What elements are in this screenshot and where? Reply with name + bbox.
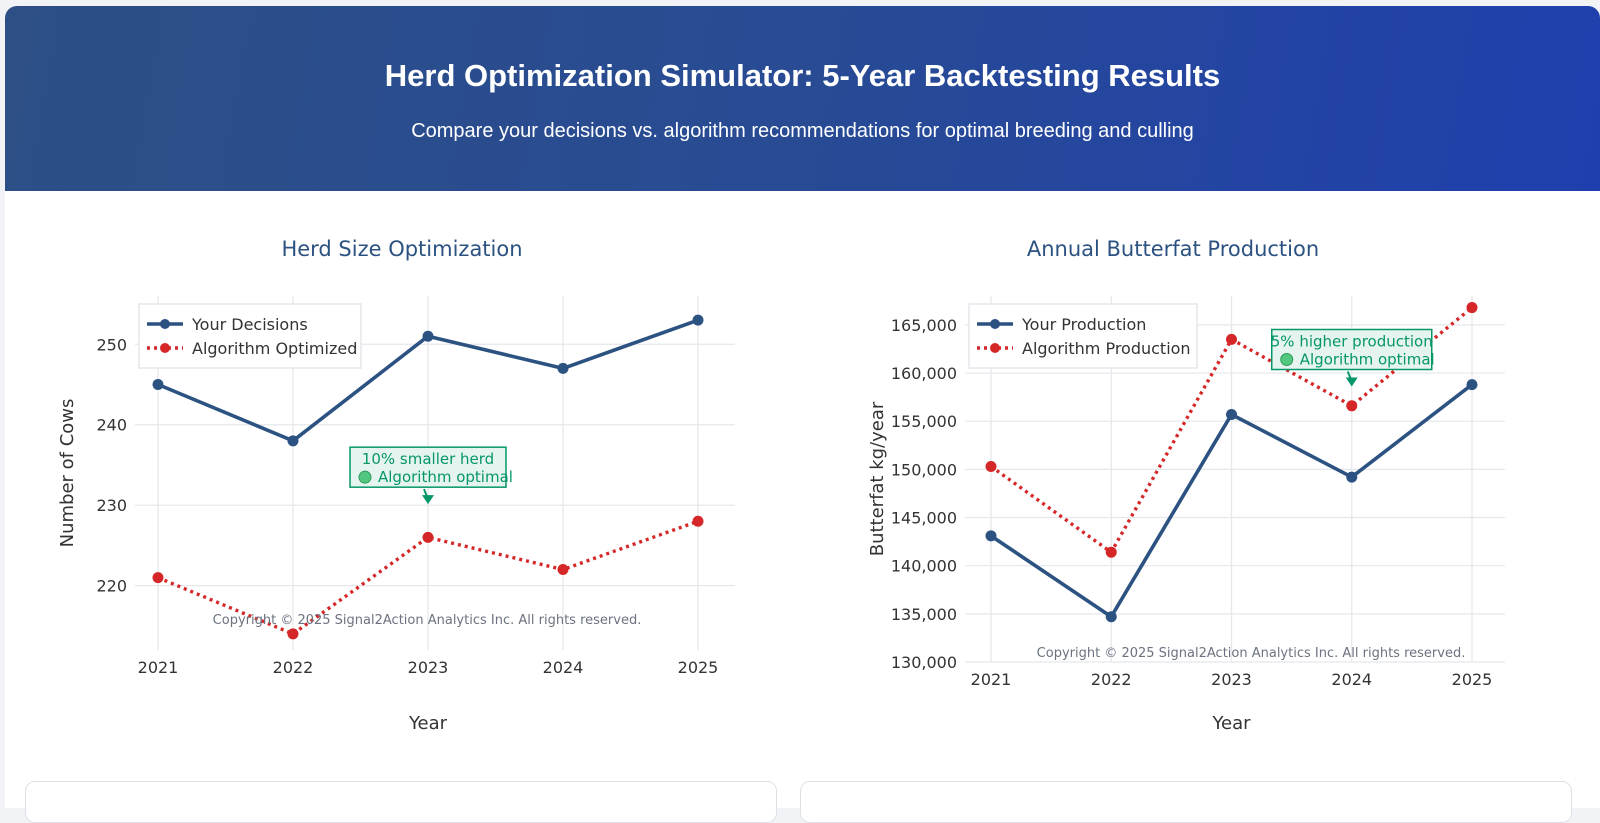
x-axis-title: Year [1211,713,1251,734]
x-tick-label: 2021 [138,658,179,677]
data-point-algorithm [287,628,299,640]
legend-box [138,303,362,369]
y-tick-label: 160,000 [891,364,957,383]
legend-label: Your Production [1021,315,1146,334]
annotation-box [349,446,507,488]
legend: Your Production Algorithm Production [968,303,1198,369]
y-tick-label: 240 [96,416,127,435]
data-point-algorithm [557,564,569,576]
data-point-user [557,362,569,374]
y-tick-label: 140,000 [891,557,957,576]
y-tick-label: 230 [96,496,127,515]
data-point-algorithm [692,515,704,527]
y-tick-label: 130,000 [891,653,957,672]
y-tick-label: 165,000 [891,316,957,335]
legend-swatch-marker [160,319,170,329]
x-tick-label: 2023 [408,658,449,677]
chart-title: Annual Butterfat Production [1027,237,1319,261]
green-circle-icon [1280,353,1294,366]
annotation-arrow-head [422,495,434,505]
data-point-user [692,314,704,326]
y-tick-label: 150,000 [891,460,957,479]
x-tick-label: 2022 [273,658,314,677]
annotation-text: 5% higher production [1271,333,1433,351]
data-point-user [1466,379,1478,391]
data-point-user [1105,611,1117,623]
herd-size-chart: Herd Size Optimization 220 230 240 250 2021 20… [57,237,735,734]
data-point-algorithm [1466,302,1478,314]
legend-label: Your Decisions [191,315,308,334]
copyright-text: Copyright © 2025 Signal2Action Analytics… [1037,646,1466,661]
legend-label: Algorithm Production [1022,339,1191,358]
legend-swatch-marker [990,319,1000,329]
legend-swatch-marker [160,343,170,353]
copyright-text: Copyright © 2025 Signal2Action Analytics… [213,613,642,628]
y-axis-title: Butterfat kg/year [867,401,888,556]
x-tick-label: 2025 [1452,670,1493,689]
data-point-user [422,330,434,342]
y-axis-title: Number of Cows [57,399,78,548]
data-point-algorithm [422,531,434,543]
x-tick-label: 2022 [1091,670,1132,689]
y-tick-label: 135,000 [891,605,957,624]
annotation-text: 10% smaller herd [362,450,494,468]
y-tick-label: 220 [96,577,127,596]
annotation-box [1271,328,1433,371]
y-tick-label: 145,000 [891,509,957,528]
header-banner: Herd Optimization Simulator: 5-Year Back… [5,6,1600,191]
green-circle-icon [358,470,372,484]
x-tick-label: 2021 [971,670,1012,689]
data-point-user [985,530,997,542]
legend-box [968,303,1198,369]
data-point-user [1346,471,1358,483]
dashboard-card: Herd Optimization Simulator: 5-Year Back… [5,6,1600,808]
annotation-arrow-head [1345,377,1358,387]
data-point-algorithm [1105,546,1117,558]
bottom-panel-left [25,781,777,823]
data-point-user [152,379,164,390]
y-tick-label: 155,000 [891,412,957,431]
x-tick-label: 2024 [1331,670,1372,689]
series-line-algorithm [157,519,699,636]
x-tick-label: 2023 [1211,670,1252,689]
x-tick-label: 2025 [678,658,719,677]
chart-title: Herd Size Optimization [281,237,522,261]
x-axis-title: Year [408,713,448,734]
bottom-panel-right [800,781,1572,823]
data-point-algorithm [985,460,997,472]
legend-swatch-marker [990,343,1000,353]
legend-label: Algorithm Optimized [192,339,357,358]
page-title: Herd Optimization Simulator: 5-Year Back… [384,58,1221,93]
annotation-text: Algorithm optimal [378,468,513,486]
data-point-user [1226,408,1237,420]
annotation-text: Algorithm optimal [1300,351,1435,369]
data-point-algorithm [1346,400,1358,412]
page-subtitle: Compare your decisions vs. algorithm rec… [411,120,1194,142]
y-tick-label: 250 [96,335,127,354]
data-point-user [287,435,299,447]
data-point-algorithm [152,572,164,584]
legend: Your Decisions Algorithm Optimized [138,303,362,369]
data-point-algorithm [1226,333,1237,345]
x-tick-label: 2024 [543,658,584,677]
butterfat-chart: Annual Butterfat Production 130,000 135,00… [867,237,1505,734]
